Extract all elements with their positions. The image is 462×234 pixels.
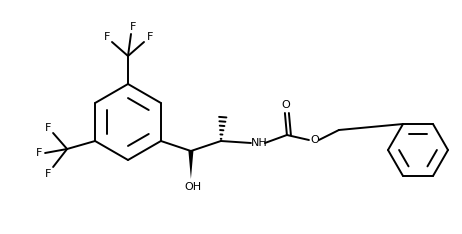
Text: F: F [45, 123, 51, 133]
Text: F: F [147, 32, 153, 42]
Text: F: F [36, 148, 43, 158]
Text: O: O [281, 100, 290, 110]
Text: F: F [130, 22, 136, 32]
Text: F: F [104, 32, 110, 42]
Text: OH: OH [184, 182, 201, 192]
Polygon shape [188, 151, 194, 179]
Text: NH: NH [250, 138, 267, 148]
Text: O: O [310, 135, 319, 145]
Text: F: F [45, 169, 51, 179]
